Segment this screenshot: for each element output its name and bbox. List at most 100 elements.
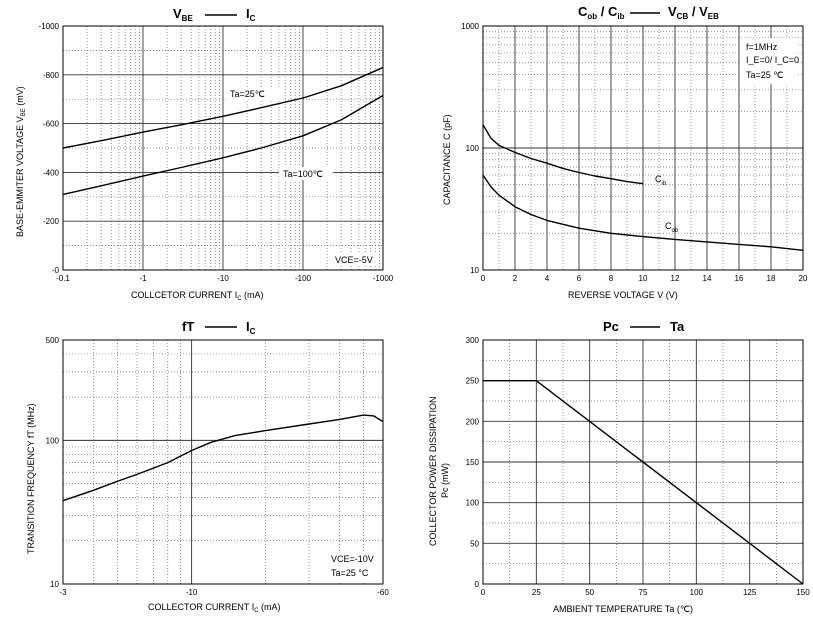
chart3-note-vce: VCE=-10V bbox=[331, 554, 374, 564]
chart2-title-left: Cob / Cib bbox=[578, 4, 625, 21]
x-tick-label: 25 bbox=[532, 588, 541, 597]
x-tick-label: 16 bbox=[735, 274, 744, 283]
chart3-series bbox=[62, 414, 384, 502]
chart1-title-vbe: VBE bbox=[173, 6, 193, 23]
y-tick-label: 500 bbox=[46, 336, 60, 345]
x-tick-label: 12 bbox=[671, 274, 680, 283]
chart3-note-bg bbox=[326, 551, 380, 581]
y-tick-label: 100 bbox=[466, 499, 480, 508]
y-tick-label: 10 bbox=[50, 580, 59, 589]
chart2-grid bbox=[483, 26, 803, 270]
y-tick-label: 250 bbox=[466, 377, 480, 386]
chart1-note-bg bbox=[330, 253, 379, 266]
chart1-y-axis-label: BASE-EMMITER VOLTAGE VBE (mV) bbox=[15, 86, 27, 237]
x-tick-label: 6 bbox=[577, 274, 582, 283]
y-tick-label: 300 bbox=[466, 336, 480, 345]
x-tick-label: -100 bbox=[295, 274, 312, 283]
x-tick-label: 100 bbox=[690, 588, 704, 597]
x-tick-label: -1000 bbox=[373, 274, 394, 283]
y-tick-label: 100 bbox=[46, 436, 60, 445]
chart3-grid bbox=[63, 340, 383, 584]
chart4-title-ta: Ta bbox=[670, 319, 685, 334]
chart2-y-axis-label: CAPACITANCE C (pF) bbox=[442, 114, 452, 205]
chart1-label-bg-100 bbox=[279, 167, 333, 180]
y-tick-label: -600 bbox=[43, 120, 60, 129]
y-tick-label: 100 bbox=[466, 144, 480, 153]
chart3-title-ic: IC bbox=[246, 319, 256, 336]
chart1-vce-note: VCE=-5V bbox=[335, 255, 373, 265]
chart1-title-ic: IC bbox=[246, 6, 256, 23]
chart2-series-label-cib: Cib bbox=[655, 174, 667, 187]
chart2-note-temp: Ta=25 ℃ bbox=[746, 70, 783, 80]
y-tick-label: 0 bbox=[475, 580, 480, 589]
x-tick-label: 10 bbox=[639, 274, 648, 283]
chart2-note-bg bbox=[740, 38, 798, 84]
chart2-plot-frame bbox=[482, 25, 804, 271]
x-tick-label: 4 bbox=[545, 274, 550, 283]
series-curve-25c bbox=[62, 66, 384, 149]
x-tick-label: -60 bbox=[377, 588, 389, 597]
chart-ft-ic: fT IC -3 -10 -60 10 100 500 VCE=-10V Ta=25 °C… bbox=[26, 319, 389, 614]
chart2-x-axis-label: REVERSE VOLTAGE V (V) bbox=[568, 290, 678, 300]
x-tick-label: 125 bbox=[743, 588, 757, 597]
series-curve-100c bbox=[62, 94, 384, 196]
chart1-label-bg-25 bbox=[226, 87, 284, 100]
chart3-note-temp: Ta=25 °C bbox=[331, 568, 369, 578]
chart4-series bbox=[483, 380, 804, 585]
y-tick-label: -1000 bbox=[39, 22, 60, 31]
chart1-plot-frame bbox=[62, 25, 384, 271]
chart2-note-freq: f=1MHz bbox=[746, 42, 778, 52]
chart3-plot-frame bbox=[62, 339, 384, 585]
chart4-y-axis-label-line2: Pc (mW) bbox=[440, 463, 450, 498]
series-curve-ft bbox=[62, 414, 384, 502]
x-tick-label: 2 bbox=[513, 274, 518, 283]
chart4-title-pc: Pc bbox=[603, 319, 619, 334]
chart4-y-axis-label-line1: COLLECTOR POWER DISSIPATION bbox=[428, 396, 438, 546]
chart1-series-label-100c: Ta=100℃ bbox=[283, 169, 323, 179]
chart4-plot-frame bbox=[482, 339, 804, 585]
y-tick-label: 50 bbox=[470, 539, 479, 548]
chart4-x-axis-label: AMBIENT TEMPERATURE Ta (℃) bbox=[553, 604, 693, 614]
x-tick-label: 0 bbox=[481, 274, 486, 283]
x-tick-label: -3 bbox=[59, 588, 67, 597]
series-curve-pc bbox=[483, 380, 804, 585]
x-tick-label: -0.1 bbox=[56, 274, 70, 283]
chart2-series-label-cob: Cob bbox=[665, 221, 679, 234]
chart2-title-right: VCB / VEB bbox=[668, 4, 719, 21]
y-tick-label: 10 bbox=[470, 266, 479, 275]
x-tick-label: 50 bbox=[585, 588, 594, 597]
chart2-tick-labels: 0 2 4 6 8 10 12 14 16 18 20 10 100 1000 bbox=[461, 22, 808, 283]
y-tick-label: -400 bbox=[43, 168, 60, 177]
y-tick-label: -200 bbox=[43, 217, 60, 226]
chart3-title-ft: fT bbox=[182, 319, 194, 334]
chart3-x-axis-label: COLLECTOR CURRENT IC (mA) bbox=[148, 602, 281, 614]
chart2-note-bias: I_E=0/ I_C=0 bbox=[746, 55, 799, 65]
chart3-tick-labels: -3 -10 -60 10 100 500 bbox=[46, 336, 390, 597]
y-tick-label: 200 bbox=[466, 417, 480, 426]
x-tick-label: 0 bbox=[481, 588, 486, 597]
chart1-series-label-25c: Ta=25℃ bbox=[230, 89, 265, 99]
chart2-series bbox=[482, 124, 804, 251]
x-tick-label: 150 bbox=[796, 588, 810, 597]
x-tick-label: 14 bbox=[703, 274, 712, 283]
x-tick-label: 20 bbox=[799, 274, 808, 283]
x-tick-label: -10 bbox=[217, 274, 229, 283]
y-tick-label: -0 bbox=[52, 266, 60, 275]
chart1-grid bbox=[63, 26, 384, 270]
chart1-tick-labels: -0.1 -1 -10 -100 -1000 -1000 -800 -600 -400 -200 -… bbox=[39, 22, 394, 283]
chart-pc-ta: Pc Ta 0 25 50 75 100 125 150 0 50 100 150 200 250 300… bbox=[428, 319, 810, 614]
y-tick-label: 1000 bbox=[461, 22, 479, 31]
x-tick-label: 8 bbox=[609, 274, 614, 283]
y-tick-label: -800 bbox=[43, 71, 60, 80]
y-tick-label: 150 bbox=[466, 458, 480, 467]
series-curve-cib bbox=[482, 124, 644, 185]
chart3-y-axis-label: TRANSITION FREQUENCY fT (MHz) bbox=[26, 403, 36, 554]
x-tick-label: 18 bbox=[767, 274, 776, 283]
chart4-grid bbox=[483, 340, 803, 584]
x-tick-label: -10 bbox=[186, 588, 198, 597]
chart-vbe-ic: VBE IC -0.1 -1 -10 -100 -1000 -1000 -800 -600 -4… bbox=[15, 6, 394, 302]
chart4-tick-labels: 0 25 50 75 100 125 150 0 50 100 150 200 250 300 bbox=[466, 336, 811, 597]
x-tick-label: -1 bbox=[139, 274, 147, 283]
